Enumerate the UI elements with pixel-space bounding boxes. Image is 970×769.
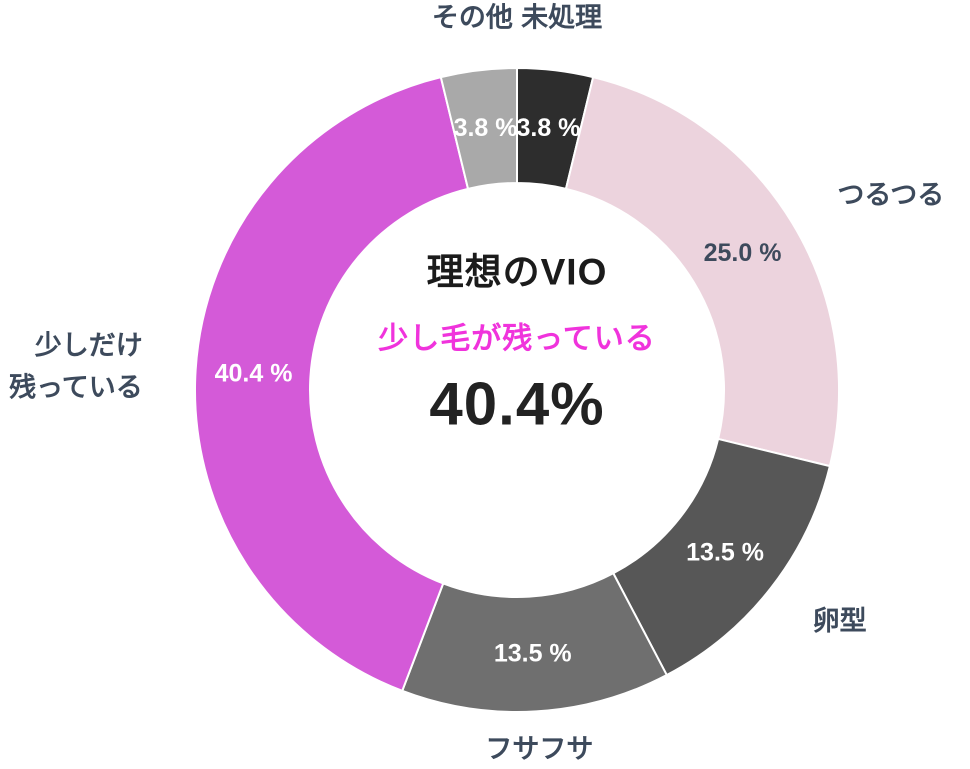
slice-category-label: 卵型 [813,606,867,636]
donut-slice [439,66,518,191]
slice-category-label: 残っている [9,372,143,402]
slice-percent-label: 40.4 % [215,359,293,387]
slice-category-label: つるつる [837,180,944,210]
donut-slice [564,75,840,468]
slice-category-label: フサフサ [485,734,593,764]
slice-percent-label: 3.8 % [454,114,518,142]
slice-category-label: 未処理 [521,2,602,33]
slice-percent-label: 13.5 % [686,538,764,566]
donut-slice [194,75,470,693]
slice-percent-label: 13.5 % [494,640,572,668]
slice-category-label: その他 [432,3,513,33]
slice-percent-label: 25.0 % [704,239,782,267]
slice-category-label: 少しだけ [35,330,143,360]
slice-percent-label: 3.8 % [516,114,580,142]
